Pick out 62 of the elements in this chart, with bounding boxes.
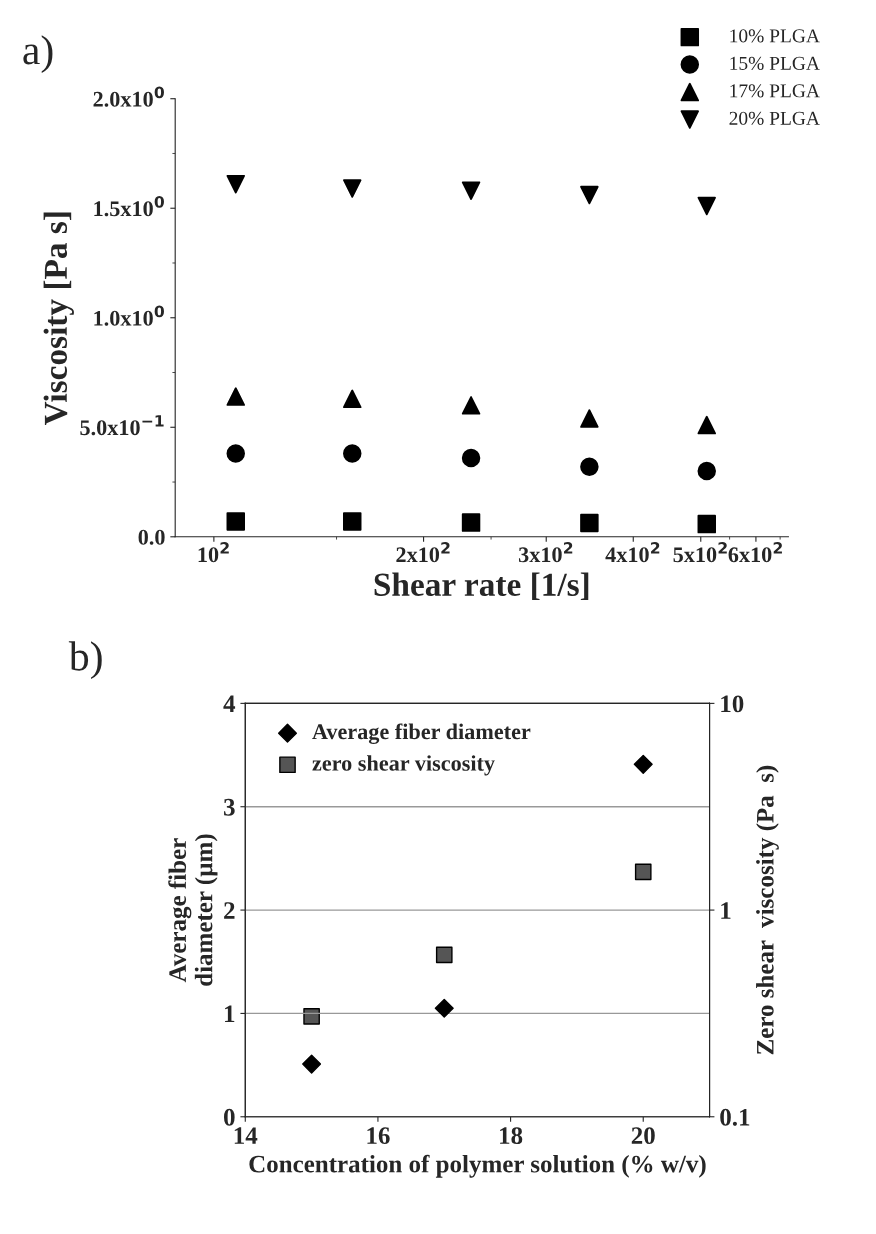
chart-title: b) [68, 641, 102, 680]
y-tick-label: 3 [224, 798, 235, 816]
point [697, 514, 716, 534]
point [461, 181, 481, 200]
y-tick-label: 4 [223, 695, 236, 713]
point [303, 1008, 320, 1025]
y-tick-label: 5.0x10$^{−1}$ [80, 415, 164, 436]
x-tick-label: 16 [367, 1127, 390, 1145]
y-tick-label: 0 [224, 1108, 235, 1126]
legend-label: Average fiber diameter [312, 723, 531, 744]
y2-tick-label: 10 [721, 695, 744, 713]
point [633, 754, 653, 774]
y2-axis-title: Zero shear viscosity (Pa s) [756, 765, 779, 1055]
point [226, 444, 245, 463]
x-axis-title: Concentration of polymer solution (% w/v) [249, 1154, 706, 1178]
y-tick-label: 2 [224, 902, 235, 919]
y-tick-label: 1.0x10$^{0}$ [94, 305, 164, 326]
point [343, 179, 362, 198]
y-tick-label: 2.0x10$^{0}$ [93, 86, 164, 107]
x-tick-label: 10$^{2}$ [198, 542, 229, 563]
y-axis-title: Average fiber diameter (µm) [168, 834, 218, 986]
x-axis-title: Shear rate [1/s] [374, 572, 589, 601]
x-tick-label: 18 [500, 1127, 523, 1145]
x-tick-label: 14 [234, 1127, 258, 1144]
x-tick-label: 4x10$^{2}$ [605, 542, 660, 563]
legend-label: 20% PLGA [729, 111, 820, 125]
legend-label: 10% PLGA [730, 29, 820, 43]
point [226, 387, 245, 406]
point [580, 409, 599, 428]
point [461, 396, 481, 415]
point [343, 512, 362, 531]
y-tick-label: 1.5x10$^{0}$ [94, 195, 164, 217]
point [697, 461, 716, 481]
point [461, 513, 481, 532]
point [343, 444, 362, 463]
x-tick-label: 6x10$^{2}$ [728, 542, 782, 563]
point [302, 1054, 322, 1074]
y-tick-label: 1 [225, 1005, 235, 1023]
legend-label: 17% PLGA [730, 84, 820, 98]
x-tick-label: 5x10$^{2}$ [673, 542, 727, 563]
point [461, 448, 481, 468]
point [226, 174, 245, 194]
point [697, 196, 716, 216]
x-tick-label: 2x10$^{2}$ [396, 542, 450, 563]
x-tick-label: 3x10$^{2}$ [518, 542, 573, 563]
point [580, 185, 599, 205]
point [434, 998, 454, 1018]
point [634, 863, 652, 881]
point [580, 457, 599, 476]
point [343, 389, 362, 409]
point [580, 513, 599, 533]
point [435, 946, 453, 964]
y2-tick-label: 1 [721, 902, 731, 919]
legend-label: 15% PLGA [730, 56, 820, 70]
y-tick-label: 0.0 [138, 529, 165, 545]
x-tick-label: 20 [631, 1127, 655, 1145]
point [226, 512, 245, 531]
point [697, 415, 716, 435]
chart-title: a) [23, 35, 53, 73]
y2-tick-label: 0.1 [720, 1108, 750, 1126]
legend-label: zero shear viscosity [312, 755, 495, 776]
y-axis-title: Viscosity [Pa s] [43, 212, 74, 426]
